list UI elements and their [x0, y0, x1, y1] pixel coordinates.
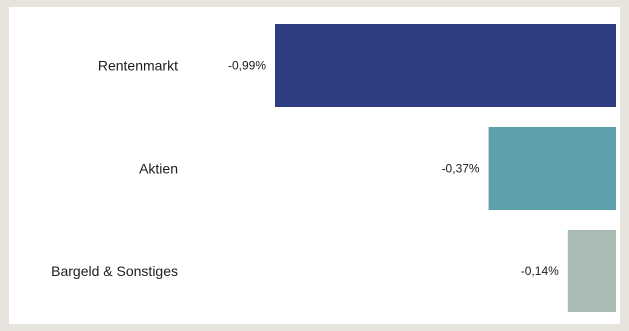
bar-rentenmarkt	[275, 24, 616, 107]
bar-aktien	[488, 127, 616, 210]
category-label-bargeld-sonstiges: Bargeld & Sonstiges	[51, 263, 178, 279]
bars-layer	[275, 24, 616, 312]
bar-bargeld-sonstiges	[567, 230, 616, 312]
labels-layer: Rentenmarkt -0,99% Aktien -0,37% Bargeld & S…	[51, 58, 559, 280]
category-label-rentenmarkt: Rentenmarkt	[98, 58, 178, 74]
value-label-rentenmarkt: -0,99%	[228, 59, 266, 73]
value-label-bargeld-sonstiges: -0,14%	[521, 264, 559, 278]
value-label-aktien: -0,37%	[442, 162, 480, 176]
category-label-aktien: Aktien	[139, 161, 178, 177]
